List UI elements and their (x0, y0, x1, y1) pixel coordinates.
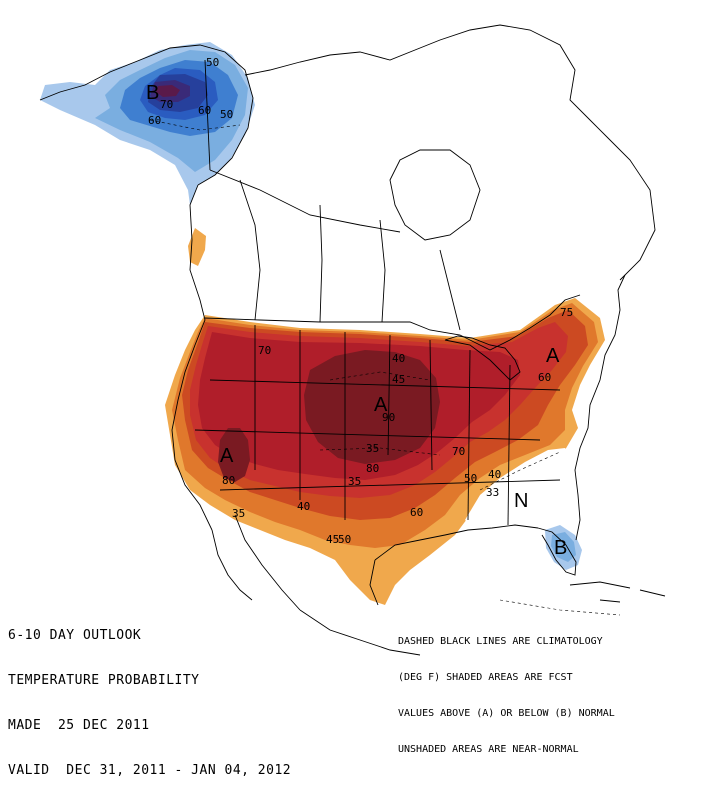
gulf-coast (374, 524, 539, 561)
alaska-below-90 (156, 85, 180, 97)
canada-province-line-3 (379, 219, 386, 323)
contour-label: 70 (258, 344, 271, 357)
alaska-below-letter: B (146, 82, 159, 104)
florida-below-letter: B (554, 537, 567, 559)
canada-north-coast (244, 24, 656, 281)
baja (211, 529, 253, 601)
canada-province-line-2 (319, 204, 323, 323)
state-line-7 (507, 364, 511, 526)
great-lakes (444, 335, 521, 381)
contour-label: 60 (148, 114, 161, 127)
conus-above-normal-region (165, 298, 605, 605)
contour-label: 60 (198, 104, 211, 117)
caption-line-valid: VALID DEC 31, 2011 - JAN 04, 2012 (8, 763, 292, 778)
contour-label: 75 (560, 306, 573, 319)
caption-line-variable: TEMPERATURE PROBABILITY (8, 673, 200, 688)
legend-line-unshaded: UNSHADED AREAS ARE NEAR-NORMAL (398, 744, 579, 755)
legend-line-above-below: VALUES ABOVE (A) OR BELOW (B) NORMAL (398, 708, 615, 719)
caribbean-islands (569, 581, 666, 603)
legend-line-shaded: (DEG F) SHADED AREAS ARE FCST (398, 672, 573, 683)
southeast-near-normal-letter: N (514, 490, 528, 512)
contour-label: 45 (392, 373, 405, 386)
contour-label: 70 (452, 445, 465, 458)
plains-above-letter: A (374, 394, 388, 416)
contour-label: 35 (366, 442, 379, 455)
contour-label: 40 (297, 500, 310, 513)
alaska-below-normal-region (40, 42, 255, 205)
contour-label: 90 (382, 411, 395, 424)
temperature-outlook-map: B A A A N B 50 70 60 50 60 70 40 45 90 3… (39, 24, 666, 656)
legend-line-climatology: DASHED BLACK LINES ARE CLIMATOLOGY (398, 636, 603, 647)
northeast-above-letter: A (546, 345, 560, 367)
contour-label: 40 (392, 352, 405, 365)
southeast-near-normal-area (465, 448, 575, 530)
contour-label: 60 (410, 506, 423, 519)
climatology-dashed-lines (149, 119, 621, 616)
alaska-canada-border (204, 59, 211, 171)
bc-coast-above-33 (188, 228, 206, 266)
florida-below-normal-region (545, 525, 582, 570)
caption-line-made: MADE 25 DEC 2011 (8, 718, 150, 733)
pacific-coast-ca (189, 184, 206, 321)
mexico-interior (299, 609, 421, 656)
pacific-coast-us (171, 319, 213, 531)
map-outlines (39, 24, 666, 656)
florida-below-40 (551, 532, 576, 562)
canada-province-line-1 (239, 179, 261, 321)
sw-above-80 (218, 428, 250, 482)
caption-line-title: 6-10 DAY OUTLOOK (8, 628, 142, 643)
contour-label: 45 (326, 533, 339, 546)
contour-label: 50 (464, 472, 477, 485)
contour-label: 40 (488, 468, 501, 481)
legend-notes: DASHED BLACK LINES ARE CLIMATOLOGY (DEG … (398, 612, 615, 768)
canada-treeline-ref (209, 169, 401, 233)
state-line-9 (194, 429, 541, 441)
contour-label: 50 (338, 533, 351, 546)
canada-province-line-4 (439, 249, 461, 331)
contour-label: 60 (538, 371, 551, 384)
state-line-10 (219, 479, 561, 491)
florida-outline (537, 527, 577, 576)
contour-label: 80 (366, 462, 379, 475)
contour-label: 35 (348, 475, 361, 488)
state-line-6 (467, 349, 471, 521)
contour-label: 80 (222, 474, 235, 487)
alaska-outline (39, 44, 254, 186)
outlook-caption: 6-10 DAY OUTLOOK TEMPERATURE PROBABILITY… (8, 598, 291, 793)
contour-label: 33 (486, 486, 499, 499)
state-line-5 (429, 339, 433, 471)
contour-label: 50 (220, 108, 233, 121)
mexico-west (234, 514, 301, 611)
state-line-4 (387, 334, 391, 456)
contour-label: 35 (232, 507, 245, 520)
southwest-above-letter: A (220, 445, 234, 467)
texas-coast (369, 559, 379, 606)
hudson-bay (389, 149, 481, 241)
state-line-8 (209, 379, 561, 391)
contour-label: 70 (160, 98, 173, 111)
atlantic-coast (574, 274, 626, 541)
contour-label: 50 (206, 56, 219, 69)
